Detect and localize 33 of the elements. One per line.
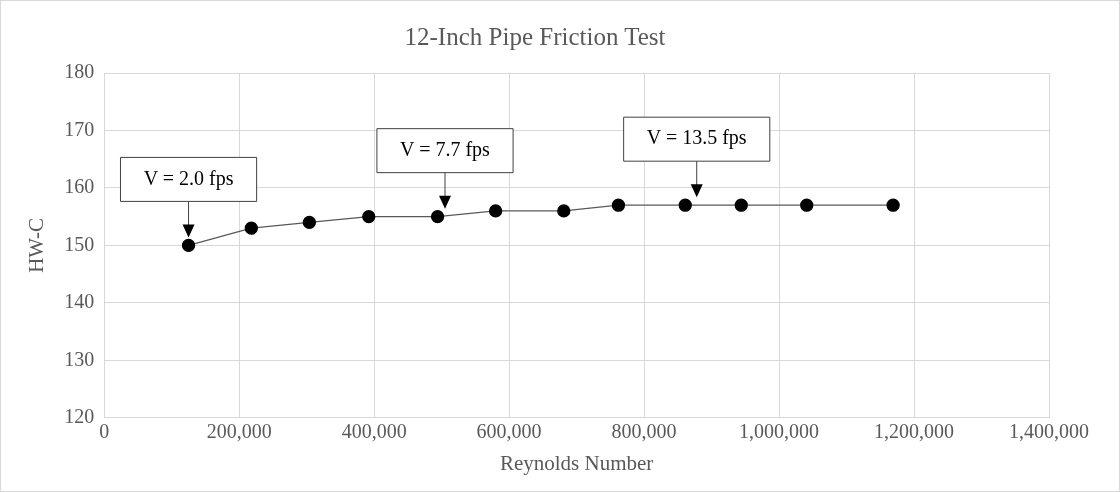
x-tick-label: 1,400,000 [1009, 420, 1089, 443]
point [611, 198, 626, 212]
x-tick-label: 1,000,000 [739, 420, 820, 443]
x-tick-label: 400,000 [341, 420, 407, 443]
y-tick-label: 120 [64, 405, 95, 428]
point [886, 198, 900, 212]
y-axis-title: HW-C [24, 217, 49, 273]
point [244, 221, 258, 235]
x-tick-label: 0 [99, 420, 110, 443]
y-tick-label: 180 [64, 60, 95, 83]
x-tick-label: 1,200,000 [874, 420, 955, 443]
y-tick-label: 150 [64, 232, 95, 255]
point [362, 210, 376, 224]
annotation: V = 2.0 fps [143, 166, 234, 190]
point [557, 204, 571, 218]
y-tick-label: 170 [64, 117, 95, 140]
chart-title: 12-Inch Pipe Friction Test [404, 22, 666, 50]
y-tick-label: 160 [64, 175, 95, 198]
point [678, 198, 692, 212]
point [302, 215, 317, 230]
x-tick-label: 800,000 [611, 420, 677, 443]
y-tick-label: 130 [64, 347, 95, 370]
x-tick-label: 600,000 [476, 420, 542, 443]
annotation: V = 13.5 fps [646, 126, 747, 150]
annotation: V = 7.7 fps [400, 137, 491, 161]
point [430, 210, 445, 224]
y-tick-label: 140 [64, 290, 95, 313]
x-axis-title: Reynolds Number [499, 450, 654, 475]
point [800, 198, 814, 212]
point [181, 238, 196, 253]
point [488, 204, 503, 218]
point [734, 198, 748, 212]
x-tick-label: 200,000 [206, 420, 272, 443]
